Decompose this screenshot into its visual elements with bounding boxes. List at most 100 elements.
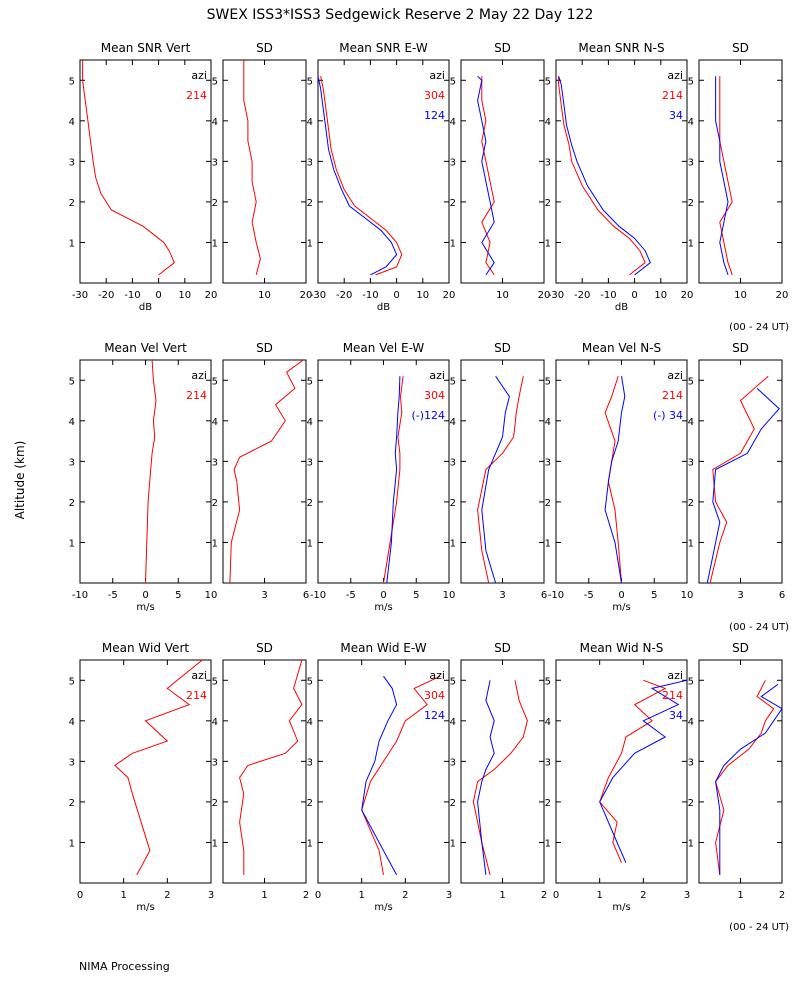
- series-line-1: [709, 375, 769, 584]
- series-line-2: [317, 76, 398, 276]
- y-tick-label: 1: [688, 238, 694, 249]
- y-tick-label: 3: [69, 457, 75, 468]
- series-line-1: [361, 675, 441, 875]
- time-range-label-row-3: (00 - 24 UT): [729, 922, 789, 933]
- x-tick-label: 10: [681, 590, 694, 601]
- legend-entry: 34: [669, 109, 683, 122]
- x-axis-label: m/s: [136, 602, 154, 613]
- legend-header: azi: [429, 69, 445, 82]
- y-tick-label: 2: [545, 198, 551, 209]
- x-tick-label: 20: [681, 290, 694, 301]
- y-tick-label: 2: [307, 198, 313, 209]
- x-tick-label: -5: [584, 590, 594, 601]
- x-tick-label: 1: [737, 890, 743, 901]
- legend-entry: 124: [424, 109, 445, 122]
- panel-wid-vert-sd: SD 1 2 1 2 3 4 5: [212, 641, 310, 901]
- panel-title: Mean Vel Vert: [104, 341, 187, 355]
- panel-frame: [555, 59, 688, 284]
- y-tick-label: 3: [688, 457, 694, 468]
- x-tick-label: 0: [77, 890, 83, 901]
- x-tick-label: -20: [98, 290, 114, 301]
- y-tick-label: 1: [545, 538, 551, 549]
- x-axis-label: dB: [139, 302, 152, 313]
- x-tick-label: 20: [776, 290, 789, 301]
- y-tick-label: 1: [212, 238, 218, 249]
- panel-title: SD: [494, 341, 511, 355]
- series-line-1: [719, 76, 733, 276]
- x-tick-label: 1: [261, 890, 267, 901]
- series-line-2: [481, 375, 510, 584]
- panel-frame: [222, 59, 307, 284]
- y-tick-label: 4: [450, 717, 456, 728]
- legend-entry: 304: [424, 389, 445, 402]
- x-tick-label: -10: [72, 590, 88, 601]
- y-tick-label: 3: [688, 157, 694, 168]
- series-line-2: [386, 376, 401, 584]
- x-tick-label: -20: [574, 290, 590, 301]
- y-tick-label: 1: [450, 838, 456, 849]
- y-tick-label: 2: [69, 498, 75, 509]
- panel-wid-ew-sd: SD 1 2 1 2 3 4 5: [450, 641, 548, 901]
- x-tick-label: 0: [631, 290, 637, 301]
- y-tick-label: 3: [69, 157, 75, 168]
- y-tick-label: 2: [212, 198, 218, 209]
- y-tick-label: 3: [212, 757, 218, 768]
- y-tick-label: 4: [688, 117, 694, 128]
- y-tick-label: 4: [69, 117, 75, 128]
- legend-entry: 304: [424, 689, 445, 702]
- y-tick-label: 4: [307, 417, 313, 428]
- panel-title: Mean Wid Vert: [102, 641, 189, 655]
- y-tick-label: 4: [69, 717, 75, 728]
- x-tick-label: 1: [499, 890, 505, 901]
- series-line-1: [477, 376, 524, 584]
- x-tick-label: -10: [600, 290, 616, 301]
- time-range-label-row-1: (00 - 24 UT): [729, 322, 789, 333]
- y-tick-label: 1: [545, 838, 551, 849]
- y-tick-label: 3: [545, 457, 551, 468]
- x-axis-label: m/s: [374, 602, 392, 613]
- x-axis-label: dB: [615, 302, 628, 313]
- x-tick-label: 5: [175, 590, 181, 601]
- panel-frame: [317, 659, 450, 884]
- panel-title: SD: [732, 41, 749, 55]
- x-tick-label: 2: [541, 890, 547, 901]
- legend-entry: 214: [662, 389, 683, 402]
- y-tick-label: 3: [307, 157, 313, 168]
- x-axis-label: m/s: [612, 902, 630, 913]
- y-tick-label: 3: [545, 157, 551, 168]
- y-tick-label: 1: [69, 838, 75, 849]
- y-tick-label: 2: [545, 498, 551, 509]
- panel-frame: [698, 59, 783, 284]
- series-line-1: [239, 659, 303, 875]
- y-tick-label: 5: [450, 676, 456, 687]
- panel-frame: [698, 659, 783, 884]
- y-tick-label: 5: [212, 376, 218, 387]
- y-tick-label: 1: [212, 538, 218, 549]
- series-line-1: [145, 359, 157, 584]
- y-tick-label: 2: [450, 798, 456, 809]
- x-tick-label: 6: [303, 590, 309, 601]
- x-tick-label: 10: [734, 290, 747, 301]
- x-tick-label: 0: [393, 290, 399, 301]
- y-tick-label: 3: [688, 757, 694, 768]
- y-tick-label: 3: [69, 757, 75, 768]
- legend-header: azi: [667, 69, 683, 82]
- x-axis-label: dB: [377, 302, 390, 313]
- x-tick-label: -30: [310, 290, 326, 301]
- y-tick-label: 1: [69, 538, 75, 549]
- legend-header: azi: [429, 369, 445, 382]
- panel-title: SD: [732, 341, 749, 355]
- x-tick-label: -10: [362, 290, 378, 301]
- y-tick-label: 1: [450, 238, 456, 249]
- y-tick-label: 2: [688, 798, 694, 809]
- panel-frame: [317, 59, 450, 284]
- x-tick-label: -30: [72, 290, 88, 301]
- series-line-2: [706, 388, 780, 584]
- panel-snr-ew: Mean SNR E-W -30 -20 -10 0 10 20 1 2 3 4 5 dB azi 304 1…: [307, 41, 456, 313]
- y-tick-label: 2: [69, 798, 75, 809]
- y-tick-label: 3: [212, 157, 218, 168]
- y-tick-label: 1: [69, 238, 75, 249]
